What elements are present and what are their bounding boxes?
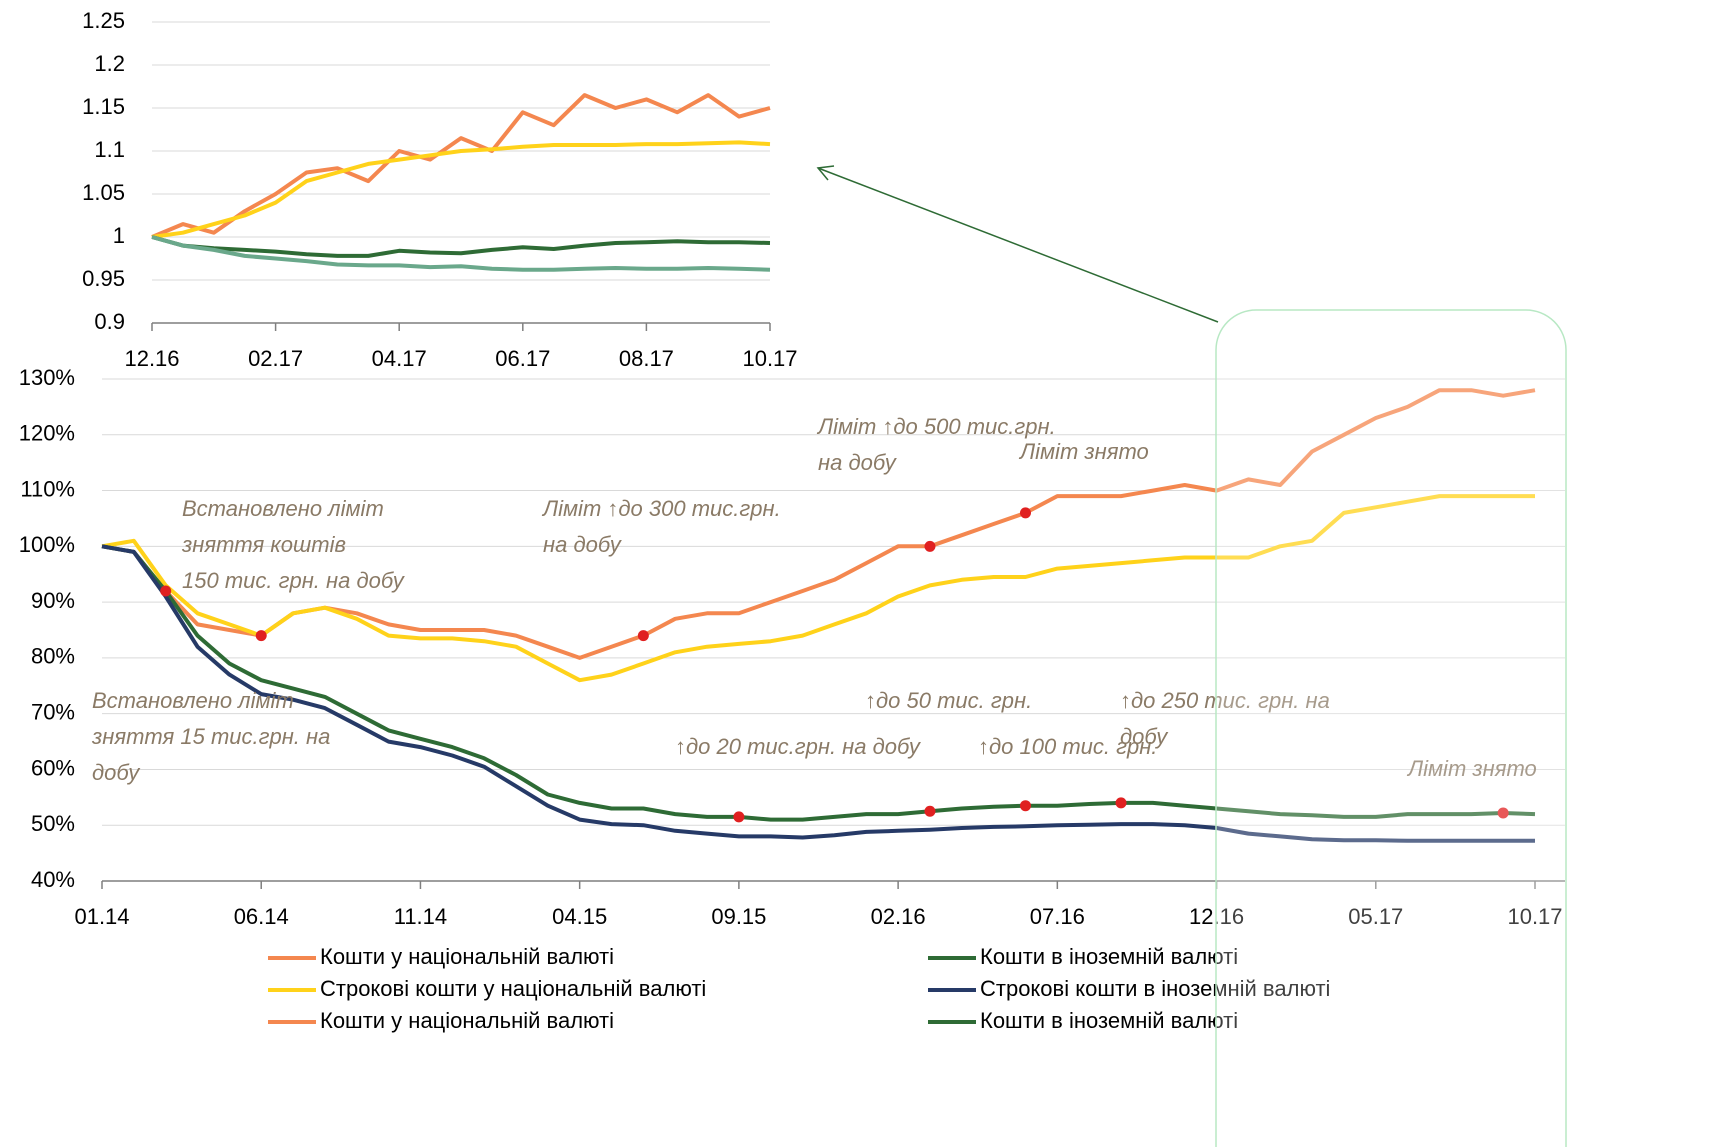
event-marker [1497,807,1509,819]
event-marker [924,805,936,817]
y-tick-label: 80% [31,644,75,669]
series-line [151,235,771,258]
plots: 0.9 0.95 1 1.05 1.1 1.15 1.2 1.25 12.16 02.17 04.1… [19,8,1565,1033]
event-marker [1115,797,1127,809]
annotation: Встановлено ліміт [92,688,294,713]
annotation: Встановлено ліміт [182,496,384,521]
y-tick-label: 1.1 [94,137,125,162]
x-tick-label: 05.17 [1348,904,1403,929]
annotation: зняття коштів [181,532,346,557]
annotation: зняття 15 тис.грн. на [91,724,330,749]
y-tick-label: 1.25 [82,8,125,33]
annotation: добу [92,760,141,785]
y-tick-label: 100% [19,532,75,557]
x-tick-label: 06.14 [234,904,289,929]
y-tick-label: 0.95 [82,266,125,291]
y-tick-label: 1.05 [82,180,125,205]
x-tick-label: 10.17 [742,346,797,371]
series-line [151,93,771,239]
legend-label: Кошти у національній валюті [320,1008,614,1033]
x-tick-label: 02.17 [248,346,303,371]
y-tick-label: 0.9 [94,309,125,334]
legend-label: Кошти в іноземній валюті [980,944,1238,969]
y-tick-label: 1.2 [94,51,125,76]
series-line [101,388,1536,660]
arrow-head [816,165,835,181]
x-tick-label: 12.16 [124,346,179,371]
x-tick-label: 04.15 [552,904,607,929]
x-tick-label: 09.15 [711,904,766,929]
x-tick-label: 01.14 [74,904,129,929]
annotation: добу [1120,724,1169,749]
y-tick-label: 110% [20,476,75,501]
event-marker [1019,507,1031,519]
series-line [151,140,771,239]
arrow [817,167,1219,323]
annotation: Ліміт знято [1018,439,1149,464]
annotation: ↑до 20 тис.грн. на добу [675,734,922,759]
x-tick-label: 04.17 [372,346,427,371]
x-tick-label: 02.16 [871,904,926,929]
series-line [151,235,771,272]
x-tick-label: 08.17 [619,346,674,371]
event-marker [255,630,267,642]
event-marker [1019,800,1031,812]
y-tick-label: 60% [31,755,75,780]
highlight-box [1215,309,1567,1147]
legend-label: Кошти у національній валюті [320,944,614,969]
annotation: Ліміт ↑до 300 тис.грн. [541,496,781,521]
series-line [101,544,1536,822]
series-line [101,544,1535,843]
annotation: Ліміт ↑до 500 тис.грн. [816,414,1056,439]
legend-label: Строкові кошти у національній валюті [320,976,706,1001]
x-tick-label: 07.16 [1030,904,1085,929]
event-marker [924,540,936,552]
y-tick-label: 1.15 [82,94,125,119]
y-tick-label: 120% [19,421,75,446]
x-tick-label: 11.14 [394,904,447,929]
annotation: ↑до 250 тис. грн. на [1120,688,1330,713]
y-tick-label: 50% [31,811,75,836]
annotation: на добу [543,532,623,557]
y-tick-label: 70% [31,699,75,724]
event-marker [637,630,649,642]
annotation: ↑до 50 тис. грн. [865,688,1032,713]
legend-label: Строкові кошти в іноземній валюті [980,976,1330,1001]
event-marker [160,585,172,597]
annotation: 150 тис. грн. на добу [182,568,406,593]
annotation: на добу [818,450,898,475]
annotation: ↑до 100 тис. грн. [978,734,1157,759]
y-tick-label: 1 [113,223,125,248]
event-marker [733,811,745,823]
legend-label: Кошти в іноземній валюті [980,1008,1238,1033]
x-tick-label: 06.17 [495,346,550,371]
x-tick-label: 10.17 [1507,904,1562,929]
y-tick-label: 130% [19,365,75,390]
y-tick-label: 90% [31,588,75,613]
annotation: Ліміт знято [1406,756,1537,781]
y-tick-label: 40% [31,867,75,892]
series-line [101,494,1535,683]
